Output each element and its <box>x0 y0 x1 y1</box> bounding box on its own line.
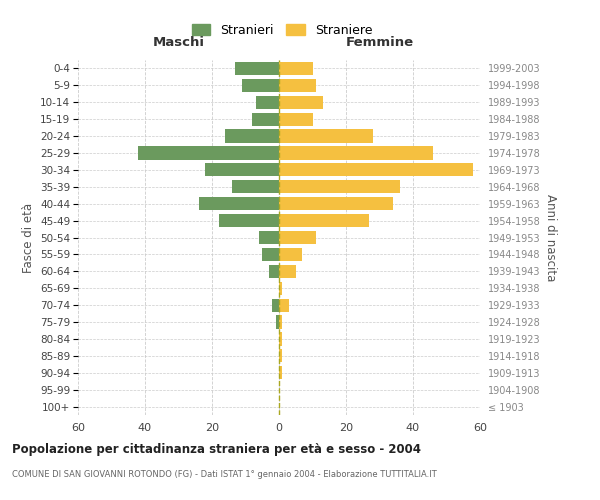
Bar <box>279 332 283 345</box>
Bar <box>272 298 279 312</box>
Bar <box>279 146 433 160</box>
Bar <box>252 112 279 126</box>
Bar <box>256 96 279 109</box>
Bar <box>279 112 313 126</box>
Bar <box>279 366 283 380</box>
Y-axis label: Anni di nascita: Anni di nascita <box>544 194 557 281</box>
Bar <box>242 79 279 92</box>
Bar <box>279 349 283 362</box>
Bar <box>232 180 279 194</box>
Bar <box>218 214 279 227</box>
Text: Maschi: Maschi <box>152 36 205 50</box>
Bar <box>279 282 283 295</box>
Bar <box>259 231 279 244</box>
Bar <box>279 130 373 142</box>
Bar <box>279 316 283 328</box>
Bar <box>279 62 313 75</box>
Bar <box>269 264 279 278</box>
Bar <box>279 164 473 176</box>
Bar <box>138 146 279 160</box>
Bar <box>279 231 316 244</box>
Bar <box>235 62 279 75</box>
Bar <box>199 197 279 210</box>
Legend: Stranieri, Straniere: Stranieri, Straniere <box>187 18 377 42</box>
Y-axis label: Fasce di età: Fasce di età <box>22 202 35 272</box>
Bar <box>279 79 316 92</box>
Bar <box>205 164 279 176</box>
Text: Popolazione per cittadinanza straniera per età e sesso - 2004: Popolazione per cittadinanza straniera p… <box>12 442 421 456</box>
Bar <box>279 96 323 109</box>
Bar <box>275 316 279 328</box>
Bar <box>226 130 279 142</box>
Bar <box>279 248 302 261</box>
Bar <box>279 298 289 312</box>
Text: Femmine: Femmine <box>346 36 413 50</box>
Bar <box>279 180 400 194</box>
Text: COMUNE DI SAN GIOVANNI ROTONDO (FG) - Dati ISTAT 1° gennaio 2004 - Elaborazione : COMUNE DI SAN GIOVANNI ROTONDO (FG) - Da… <box>12 470 437 479</box>
Bar <box>262 248 279 261</box>
Bar <box>279 264 296 278</box>
Bar <box>279 197 393 210</box>
Bar <box>279 214 370 227</box>
